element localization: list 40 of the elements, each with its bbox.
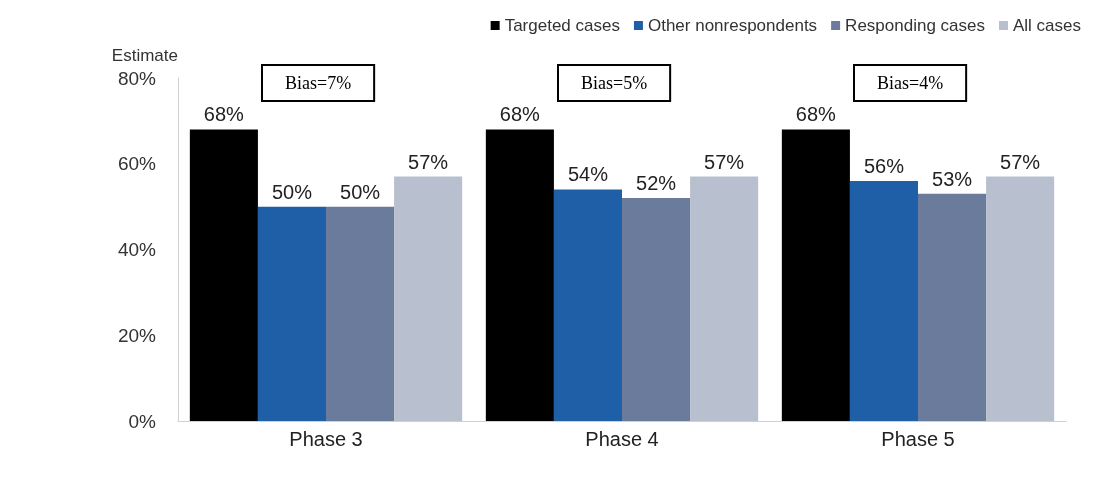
bar [849, 180, 918, 421]
x-tick-label: Phase 5 [881, 428, 955, 450]
bar [918, 193, 987, 421]
data-label: 56% [863, 154, 905, 177]
bar [257, 206, 326, 421]
data-label: 68% [795, 103, 837, 126]
data-label: 52% [636, 172, 677, 195]
y-tick-label: 20% [117, 324, 157, 346]
bar [326, 206, 395, 421]
bar [189, 129, 258, 421]
y-tick-label: 0% [128, 410, 157, 432]
x-tick-label: Phase 3 [289, 428, 363, 450]
bar [781, 129, 850, 421]
data-label: 68% [499, 103, 541, 126]
y-tick-label: 40% [117, 239, 157, 260]
data-label: 50% [271, 180, 313, 203]
bar [553, 189, 622, 421]
data-label: 53% [932, 167, 973, 190]
legend-label: Targeted cases [504, 16, 620, 35]
x-tick-label: Phase 4 [585, 428, 659, 450]
bar [622, 198, 691, 421]
annotation: Bias=4% [877, 73, 944, 93]
y-tick-label: 80% [117, 67, 157, 89]
bar [485, 129, 554, 421]
data-label: 68% [203, 103, 245, 126]
data-label: 57% [1000, 150, 1041, 173]
bar [394, 176, 463, 421]
legend-label: Other nonrespondents [647, 16, 818, 35]
y-axis-title: Estimate [111, 46, 178, 65]
legend-label: All cases [1012, 16, 1082, 35]
data-label: 50% [340, 180, 381, 203]
data-label: 54% [567, 163, 609, 186]
legend-label: Responding cases [845, 16, 985, 35]
data-label: 57% [408, 150, 449, 173]
bar [986, 176, 1055, 421]
data-label: 57% [704, 150, 745, 173]
annotation: Bias=7% [285, 73, 352, 93]
bar [690, 176, 759, 421]
annotation: Bias=5% [581, 73, 648, 93]
y-tick-label: 60% [117, 153, 157, 175]
